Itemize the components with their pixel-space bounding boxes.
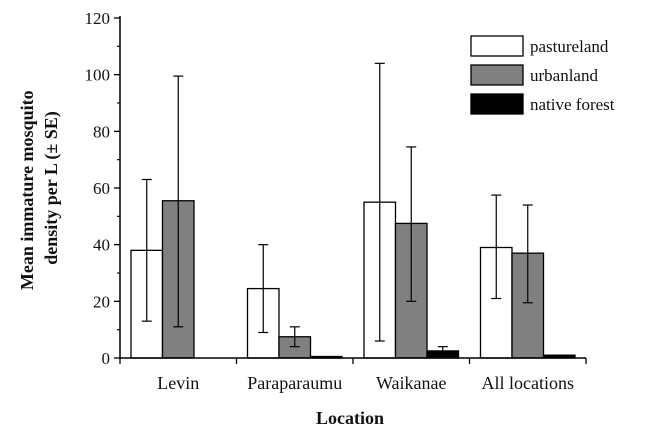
legend-label-pastureland: pastureland: [530, 37, 609, 56]
x-tick-label-all-locations: All locations: [482, 373, 575, 393]
error-bars-layer: [141, 62, 533, 356]
y-tick-label-20: 20: [93, 292, 110, 311]
y-tick-label-100: 100: [85, 66, 111, 85]
bars-layer: [130, 200, 576, 359]
y-axis-title-line-1: Mean immature mosquito: [17, 90, 37, 290]
y-axis-title-line-2: density per L (± SE): [41, 111, 62, 265]
legend: pastureland urbanland native forest: [470, 35, 615, 115]
legend-swatch-pastureland: [470, 35, 524, 57]
y-axis-title: Mean immature mosquito density per L (± …: [17, 86, 62, 290]
y-tick-label-120: 120: [85, 9, 111, 28]
labels-layer: Levin Paraparaumu Waikanae All locations 0 20…: [85, 9, 575, 393]
y-tick-label-80: 80: [93, 122, 110, 141]
y-tick-label-40: 40: [93, 236, 110, 255]
y-tick-label-60: 60: [93, 179, 110, 198]
y-tick-label-0: 0: [102, 349, 111, 368]
axes-layer: [114, 16, 587, 364]
x-axis-title: Location: [316, 408, 384, 428]
x-tick-label-waikanae: Waikanae: [376, 373, 447, 393]
x-tick-label-paraparaumu: Paraparaumu: [247, 373, 342, 393]
legend-label-urbanland: urbanland: [530, 66, 598, 85]
x-tick-label-levin: Levin: [157, 373, 199, 393]
legend-swatch-native-forest: [470, 93, 524, 115]
legend-swatch-urbanland: [470, 64, 524, 86]
legend-label-native-forest: native forest: [530, 95, 615, 114]
